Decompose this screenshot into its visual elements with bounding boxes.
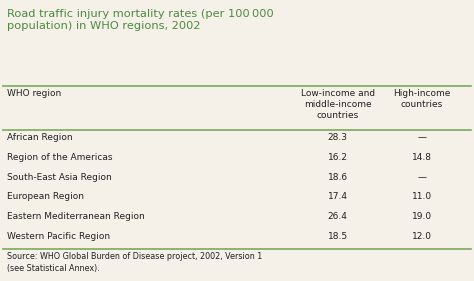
- Text: 26.4: 26.4: [328, 212, 347, 221]
- Text: African Region: African Region: [8, 133, 73, 142]
- Text: 17.4: 17.4: [328, 192, 348, 201]
- Text: Region of the Americas: Region of the Americas: [8, 153, 113, 162]
- Text: 18.6: 18.6: [328, 173, 348, 182]
- Text: 12.0: 12.0: [412, 232, 432, 241]
- Text: 28.3: 28.3: [328, 133, 348, 142]
- Text: —: —: [418, 173, 427, 182]
- Text: Source: WHO Global Burden of Disease project, 2002, Version 1
(see Statistical A: Source: WHO Global Burden of Disease pro…: [8, 252, 263, 273]
- Text: 11.0: 11.0: [412, 192, 432, 201]
- Text: Western Pacific Region: Western Pacific Region: [8, 232, 110, 241]
- Text: European Region: European Region: [8, 192, 84, 201]
- Text: High-income
countries: High-income countries: [393, 89, 451, 109]
- Text: Eastern Mediterranean Region: Eastern Mediterranean Region: [8, 212, 145, 221]
- Text: Road traffic injury mortality rates (per 100 000
population) in WHO regions, 200: Road traffic injury mortality rates (per…: [8, 9, 274, 31]
- Text: Low-income and
middle-income
countries: Low-income and middle-income countries: [301, 89, 375, 120]
- Text: 14.8: 14.8: [412, 153, 432, 162]
- Text: 19.0: 19.0: [412, 212, 432, 221]
- Text: WHO region: WHO region: [8, 89, 62, 98]
- Text: 16.2: 16.2: [328, 153, 348, 162]
- Text: 18.5: 18.5: [328, 232, 348, 241]
- Text: South-East Asia Region: South-East Asia Region: [8, 173, 112, 182]
- Text: —: —: [418, 133, 427, 142]
